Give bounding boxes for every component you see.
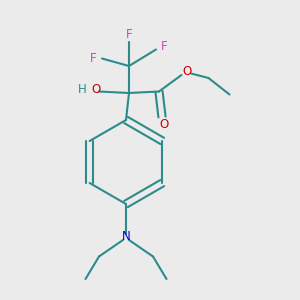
Text: O: O	[92, 83, 100, 97]
Text: O: O	[182, 65, 191, 79]
Text: H: H	[78, 83, 87, 97]
Text: F: F	[161, 40, 168, 53]
Text: F: F	[90, 52, 97, 65]
Text: N: N	[122, 230, 130, 244]
Text: O: O	[159, 118, 168, 131]
Text: F: F	[126, 28, 132, 41]
